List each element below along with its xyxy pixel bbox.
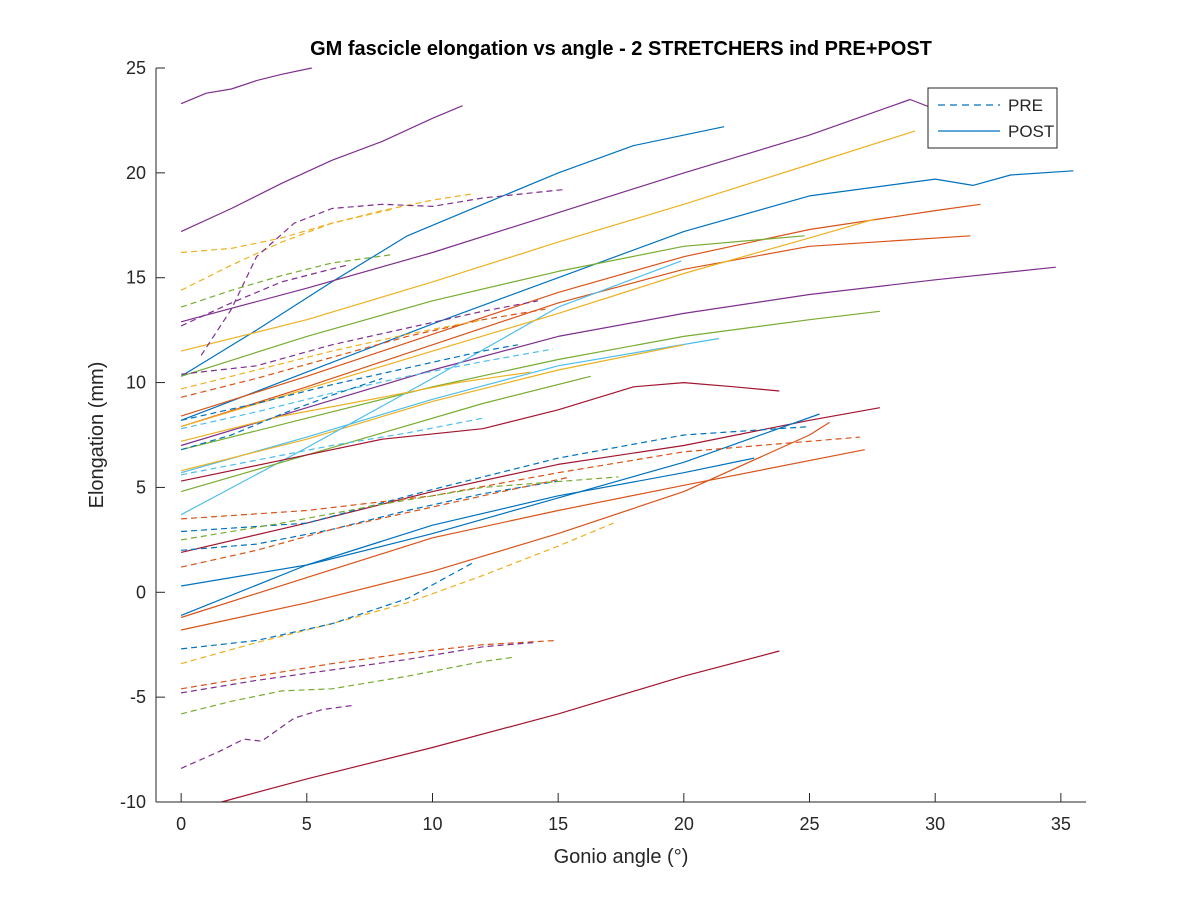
y-tick-label: 0 bbox=[136, 582, 146, 602]
y-ticks: -10 -5 0 5 10 15 20 25 bbox=[120, 58, 165, 812]
y-tick-label: -10 bbox=[120, 792, 146, 812]
post-series-line-4 bbox=[180, 130, 916, 352]
x-tick-label: 35 bbox=[1051, 814, 1071, 834]
post-series-line-6 bbox=[180, 203, 981, 417]
plot-area bbox=[156, 68, 1086, 802]
pre-series-line-32 bbox=[181, 642, 534, 694]
pre-series-line-26 bbox=[181, 480, 559, 551]
y-tick-label: 25 bbox=[126, 58, 146, 78]
pre-series-line-27 bbox=[180, 476, 571, 568]
pre-series-line-46 bbox=[180, 417, 483, 476]
post-series-line-12 bbox=[180, 260, 682, 516]
pre-series-line-30 bbox=[181, 562, 473, 650]
pre-series-line-31 bbox=[181, 639, 556, 690]
x-tick-label: 5 bbox=[302, 814, 312, 834]
pre-series-line-42 bbox=[180, 319, 483, 390]
x-tick-label: 30 bbox=[925, 814, 945, 834]
pre-series-line-36 bbox=[180, 207, 395, 291]
post-series-line-19 bbox=[181, 413, 820, 587]
post-series-line-15 bbox=[180, 375, 591, 493]
post-series-line-20 bbox=[180, 457, 755, 616]
x-ticks: 0 5 10 15 20 25 30 35 bbox=[176, 793, 1071, 834]
post-series-line-13 bbox=[180, 235, 805, 377]
pre-series-line-29 bbox=[180, 522, 614, 665]
legend: PRE POST bbox=[927, 87, 1058, 149]
post-series-line-1 bbox=[180, 105, 463, 233]
pre-series-line-38 bbox=[180, 254, 393, 308]
pre-series-line-28 bbox=[181, 476, 619, 541]
pre-series-line-40 bbox=[181, 300, 539, 375]
post-series-line-21 bbox=[180, 449, 865, 619]
y-tick-label: 5 bbox=[136, 477, 146, 497]
chart-title: GM fascicle elongation vs angle - 2 STRE… bbox=[310, 38, 932, 60]
pre-series-line-34 bbox=[180, 704, 353, 769]
post-series-line-11 bbox=[180, 344, 684, 472]
post-series-line-17 bbox=[180, 371, 531, 442]
pre-series-line-41 bbox=[180, 308, 546, 398]
post-series-line-23 bbox=[221, 650, 780, 803]
x-tick-label: 10 bbox=[422, 814, 442, 834]
post-series-line-0 bbox=[180, 67, 312, 105]
y-tick-label: 20 bbox=[126, 163, 146, 183]
post-series-line-3 bbox=[180, 98, 949, 323]
x-tick-label: 20 bbox=[674, 814, 694, 834]
pre-series-line-24 bbox=[181, 436, 860, 520]
post-series-line-10 bbox=[180, 337, 720, 474]
pre-series-line-37 bbox=[200, 189, 564, 356]
x-tick-label: 25 bbox=[799, 814, 819, 834]
x-axis-label: Gonio angle (°) bbox=[554, 846, 689, 868]
post-series-line-5 bbox=[180, 170, 1074, 421]
y-tick-label: 10 bbox=[126, 373, 146, 393]
post-series-line-22 bbox=[180, 421, 830, 631]
axes-layer bbox=[155, 68, 1086, 803]
legend-label-pre: PRE bbox=[1008, 96, 1043, 115]
x-tick-label: 15 bbox=[548, 814, 568, 834]
pre-series-line-45 bbox=[180, 377, 383, 451]
pre-series-line-33 bbox=[180, 656, 513, 715]
pre-series-line-25 bbox=[181, 426, 810, 533]
legend-label-post: POST bbox=[1008, 122, 1054, 141]
pre-series-line-39 bbox=[180, 264, 348, 327]
post-series-line-14 bbox=[180, 218, 876, 428]
post-series-line-8 bbox=[180, 266, 1056, 447]
x-tick-label: 0 bbox=[176, 814, 186, 834]
post-series-line-9 bbox=[180, 310, 880, 451]
legend-box bbox=[927, 87, 1058, 149]
y-tick-label: -5 bbox=[130, 687, 146, 707]
post-series-line-7 bbox=[180, 235, 971, 428]
post-series-line-16 bbox=[180, 382, 780, 482]
post-series-line-2 bbox=[180, 126, 725, 377]
y-tick-label: 15 bbox=[126, 268, 146, 288]
pre-series-line-44 bbox=[180, 348, 554, 430]
pre-series-line-43 bbox=[180, 344, 519, 421]
y-axis-label: Elongation (mm) bbox=[86, 362, 108, 509]
series-layer bbox=[180, 67, 1074, 803]
